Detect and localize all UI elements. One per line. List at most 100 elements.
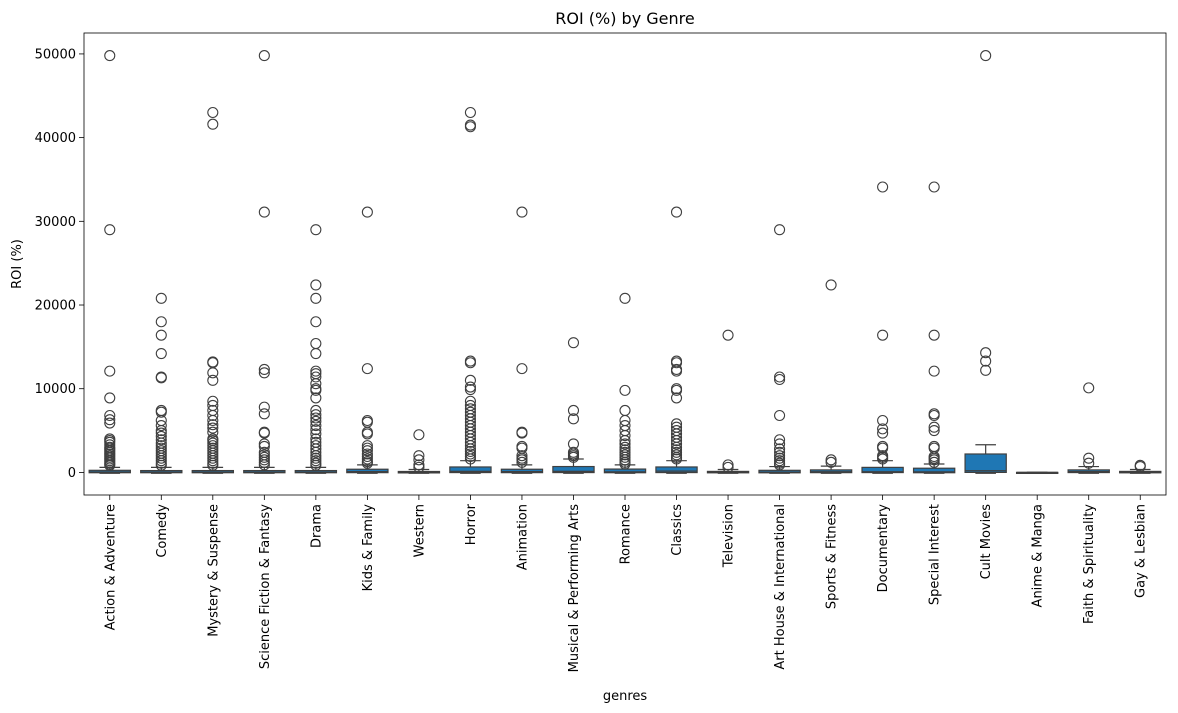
iqr-box xyxy=(346,468,389,474)
outlier-point xyxy=(310,392,322,404)
outlier-point xyxy=(516,427,528,439)
outlier-point xyxy=(413,461,425,473)
outlier-point xyxy=(825,456,837,468)
outlier-point xyxy=(310,415,322,427)
iqr-box xyxy=(861,466,904,474)
outlier-point xyxy=(155,348,167,360)
x-tick-label: Classics xyxy=(670,504,685,556)
outlier-point xyxy=(310,412,322,424)
outlier-point xyxy=(155,459,167,471)
outlier-point xyxy=(670,449,683,461)
outlier-point xyxy=(722,329,734,341)
outlier-point xyxy=(928,329,940,341)
outlier-point xyxy=(155,371,167,383)
outlier-point xyxy=(361,448,373,460)
y-tick-label: 20000 xyxy=(35,299,76,314)
y-tick-label: 30000 xyxy=(35,215,76,230)
x-tick-label: Action & Adventure xyxy=(103,504,118,630)
outlier-point xyxy=(980,364,992,376)
outlier-point xyxy=(619,292,631,304)
x-tick-label: Cult Movies xyxy=(979,504,994,580)
outlier-point xyxy=(361,206,373,218)
outlier-point xyxy=(258,451,270,463)
y-tick-label: 40000 xyxy=(35,131,76,146)
iqr-box xyxy=(655,466,698,474)
outlier-point xyxy=(516,456,528,468)
x-axis: Action & Adventure Comedy Mystery & Suspen… xyxy=(103,495,1149,672)
outlier-point xyxy=(1083,382,1095,394)
outlier-point xyxy=(1134,460,1146,473)
outlier-point xyxy=(310,452,322,464)
box-group xyxy=(294,224,338,474)
outlier-point xyxy=(361,445,373,457)
outlier-point xyxy=(104,409,116,422)
outlier-point xyxy=(980,50,992,62)
box-group xyxy=(1015,471,1059,475)
outlier-point xyxy=(619,384,631,396)
outlier-point xyxy=(155,455,167,467)
outlier-point xyxy=(464,448,476,460)
outlier-point xyxy=(207,374,219,386)
x-tick-label: Anime & Manga xyxy=(1031,504,1046,607)
outlier-point xyxy=(619,430,631,442)
outlier-point xyxy=(310,365,322,377)
box-group xyxy=(809,279,853,474)
outlier-point xyxy=(310,279,322,291)
box-group xyxy=(1119,459,1162,474)
outlier-point xyxy=(207,422,219,434)
outlier-point xyxy=(310,384,322,396)
x-tick-label: Mystery & Suspense xyxy=(206,504,221,637)
outlier-point xyxy=(155,372,167,384)
outlier-point xyxy=(619,449,631,461)
outlier-point xyxy=(258,427,270,439)
outlier-point xyxy=(361,363,373,375)
outlier-point xyxy=(670,446,683,458)
outlier-point xyxy=(104,365,116,377)
outlier-point xyxy=(207,118,219,130)
x-tick-label: Western xyxy=(412,504,427,557)
outlier-point xyxy=(207,356,219,368)
outlier-point xyxy=(258,367,270,379)
outlier-point xyxy=(258,408,270,420)
outlier-point xyxy=(258,363,270,376)
outlier-point xyxy=(310,224,322,236)
outlier-point xyxy=(258,440,270,453)
outlier-point xyxy=(207,106,219,119)
iqr-box xyxy=(912,467,956,474)
outlier-point xyxy=(774,371,786,383)
outlier-point xyxy=(310,424,322,436)
outlier-point xyxy=(310,292,322,304)
outlier-point xyxy=(928,181,940,193)
outlier-point xyxy=(670,453,683,465)
outlier-point xyxy=(310,459,322,471)
outlier-point xyxy=(877,442,889,454)
x-tick-label: Documentary xyxy=(876,504,891,593)
iqr-box xyxy=(449,466,492,474)
outlier-point xyxy=(104,392,116,404)
outlier-point xyxy=(516,363,528,375)
outlier-point xyxy=(310,419,322,432)
x-tick-label: Drama xyxy=(309,504,324,548)
plot-frame xyxy=(83,32,1167,496)
outlier-point xyxy=(310,446,322,458)
outlier-point xyxy=(670,206,683,218)
outlier-point xyxy=(207,452,219,464)
outlier-point xyxy=(464,436,476,448)
outlier-point xyxy=(774,452,786,464)
box-group xyxy=(758,224,801,474)
outlier-point xyxy=(516,426,528,438)
outlier-point xyxy=(207,455,219,467)
outlier-point xyxy=(413,454,425,466)
outlier-point xyxy=(670,384,683,396)
y-tick-label: 50000 xyxy=(35,47,76,62)
outlier-point xyxy=(877,181,889,193)
outlier-point xyxy=(310,409,322,421)
outlier-point xyxy=(619,458,631,470)
outlier-point xyxy=(361,457,373,469)
outlier-point xyxy=(774,450,786,462)
box-group xyxy=(964,50,1007,474)
outlier-point xyxy=(207,409,219,422)
box-group xyxy=(346,206,389,474)
outlier-point xyxy=(619,404,631,417)
